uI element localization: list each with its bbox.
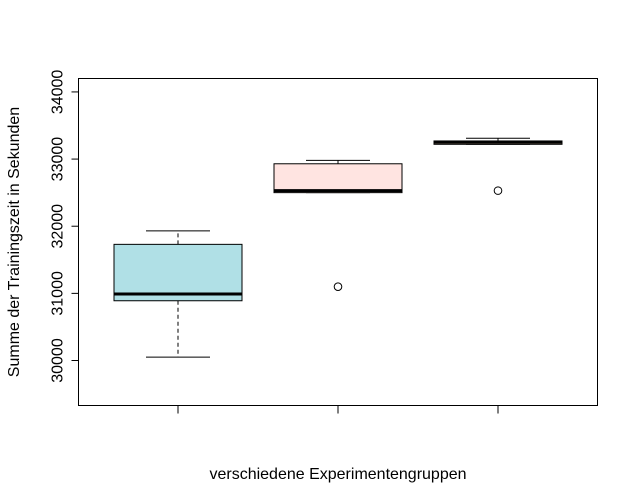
y-axis: 30000 31000 32000 33000 34000 xyxy=(50,70,79,383)
x-axis-label: verschiedene Experimentengruppen xyxy=(209,466,466,483)
y-tick-label: 30000 xyxy=(50,338,67,383)
box-series-group xyxy=(113,137,563,358)
outlier-point xyxy=(493,186,503,195)
outlier-point xyxy=(333,282,343,291)
box-group xyxy=(273,159,403,291)
y-tick-label: 33000 xyxy=(50,137,67,182)
y-axis-label: Summe der Trainingszeit in Sekunden xyxy=(6,107,23,377)
x-axis xyxy=(177,405,499,414)
y-tick-label: 32000 xyxy=(50,204,67,249)
y-tick-label: 31000 xyxy=(50,271,67,316)
iqr-box xyxy=(113,243,243,302)
iqr-box xyxy=(273,163,403,194)
plot-frame xyxy=(78,78,598,406)
box-group xyxy=(113,230,243,358)
y-tick-label: 34000 xyxy=(50,70,67,115)
box-group xyxy=(433,137,563,195)
